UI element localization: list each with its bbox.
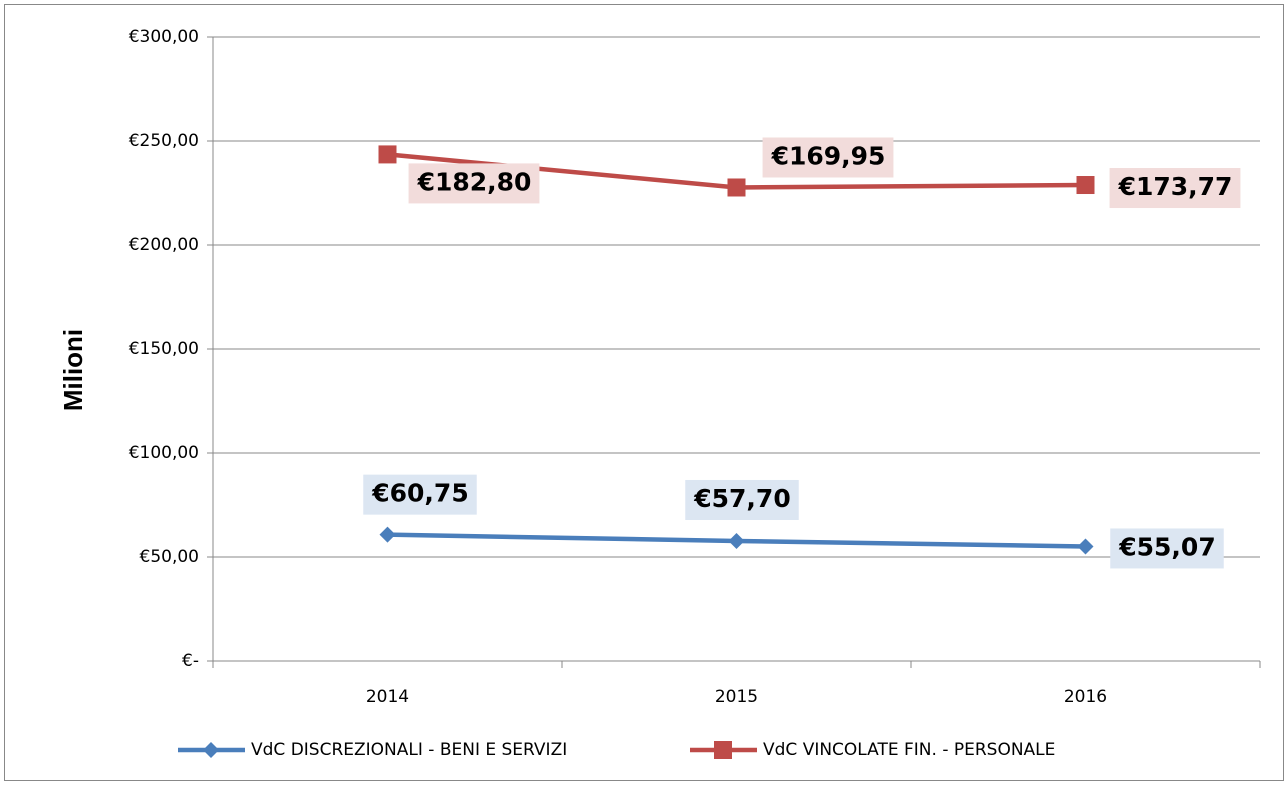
series-marker bbox=[1077, 538, 1094, 555]
y-tick-label: €100,00 bbox=[129, 443, 199, 463]
data-label-group: €182,80 bbox=[408, 163, 540, 204]
series-marker bbox=[1076, 176, 1095, 195]
x-tick-label: 2014 bbox=[366, 687, 409, 707]
y-axis-label: Milioni bbox=[58, 329, 88, 411]
legend-marker bbox=[203, 742, 219, 758]
data-label: €55,07 bbox=[1118, 532, 1215, 561]
y-tick-label: €250,00 bbox=[129, 131, 199, 151]
x-tick-label: 2015 bbox=[715, 687, 758, 707]
data-label: €182,80 bbox=[417, 167, 532, 196]
x-tick-label: 2016 bbox=[1064, 687, 1107, 707]
series-marker bbox=[378, 145, 397, 164]
data-label: €57,70 bbox=[693, 484, 790, 513]
data-label: €169,95 bbox=[771, 141, 886, 170]
y-tick-label: €50,00 bbox=[140, 547, 199, 567]
legend-label: VdC DISCREZIONALI - BENI E SERVIZI bbox=[251, 740, 567, 760]
data-label: €173,77 bbox=[1118, 172, 1233, 201]
legend-marker bbox=[714, 741, 732, 759]
data-label-group: €57,70 bbox=[685, 479, 799, 520]
legend-label: VdC VINCOLATE FIN. - PERSONALE bbox=[763, 740, 1055, 760]
data-label-bg bbox=[1110, 528, 1224, 569]
data-label-bg bbox=[762, 137, 894, 178]
series-marker bbox=[379, 526, 396, 543]
series-marker bbox=[728, 532, 745, 549]
y-tick-label: €300,00 bbox=[129, 27, 199, 47]
data-label-group: €60,75 bbox=[363, 474, 477, 515]
y-tick-label: €- bbox=[182, 651, 199, 671]
series-marker bbox=[727, 178, 746, 197]
data-label-group: €169,95 bbox=[762, 137, 894, 178]
data-label-bg bbox=[1109, 168, 1241, 209]
data-label-group: €55,07 bbox=[1110, 528, 1224, 569]
data-label-bg bbox=[408, 163, 540, 204]
chart-border bbox=[4, 4, 1284, 781]
y-tick-label: €150,00 bbox=[129, 339, 199, 359]
data-label-bg bbox=[685, 479, 799, 520]
data-label-group: €173,77 bbox=[1109, 168, 1241, 209]
y-tick-label: €200,00 bbox=[129, 235, 199, 255]
data-label-bg bbox=[363, 474, 477, 515]
data-label: €60,75 bbox=[371, 479, 468, 508]
